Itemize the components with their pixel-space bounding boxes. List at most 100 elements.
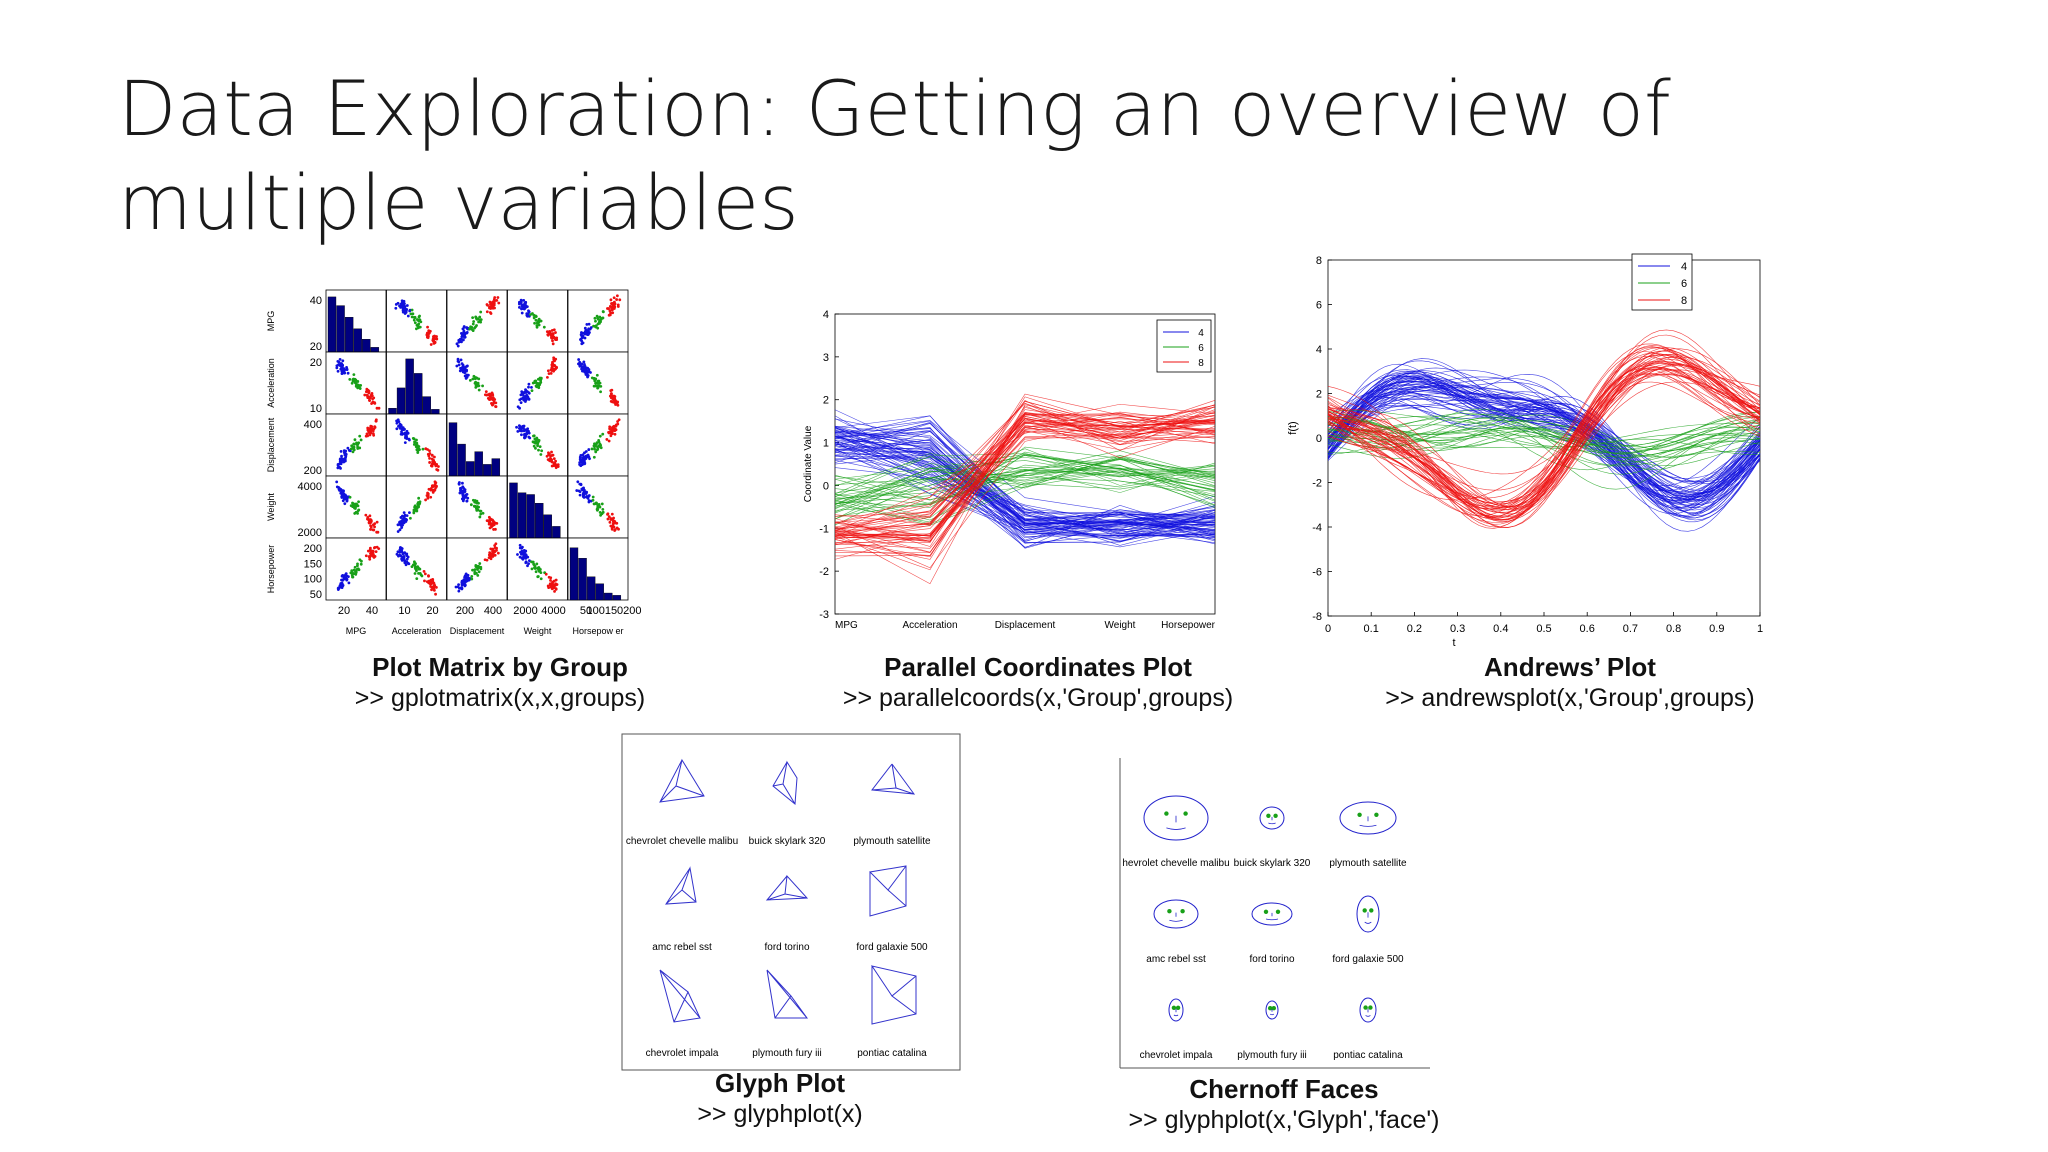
scatter-point (336, 464, 340, 467)
scatter-point (402, 304, 406, 308)
scatter-point (461, 338, 465, 342)
scatter-point (609, 430, 612, 434)
andrews-title: Andrews’ Plot (1484, 652, 1656, 682)
scatter-point (396, 523, 400, 527)
series-line (834, 432, 1216, 527)
scatter-point (554, 578, 558, 582)
scatter-point (463, 574, 467, 578)
scatter-point (582, 360, 586, 364)
scatter-point (596, 386, 600, 389)
scatter-point (536, 442, 540, 446)
scatter-point (525, 313, 529, 317)
scatter-point (399, 305, 403, 308)
scatter-point (523, 549, 527, 553)
scatter-point (363, 393, 367, 397)
scatter-point (408, 511, 411, 515)
scatter-point (542, 325, 546, 329)
scatter-point (415, 438, 418, 442)
scatter-point (580, 362, 584, 366)
chernoff-figure: hevrolet chevelle malibu buick skylark 32… (1119, 758, 1430, 1069)
scatter-point (546, 376, 549, 379)
scatter-point (431, 460, 435, 463)
scatter-point (351, 505, 355, 508)
scatter-point (399, 432, 403, 436)
scatter-point (404, 431, 408, 435)
scatter-point (460, 583, 464, 587)
scatter-point (549, 576, 553, 580)
series-line (834, 455, 1216, 489)
scatter-point (478, 565, 482, 569)
scatter-point (516, 405, 520, 409)
series-curve (1327, 373, 1761, 518)
y-tick-label: -6 (1312, 567, 1322, 579)
scatter-point (475, 317, 479, 321)
scatter-point (425, 580, 429, 584)
scatter-point (465, 499, 469, 503)
scatter-point (478, 315, 482, 319)
scatter-point (616, 422, 620, 426)
histogram-bar (552, 526, 561, 539)
scatter-point (614, 403, 617, 406)
scatter-point (343, 452, 347, 456)
scatter-point (587, 322, 591, 326)
scatter-point (425, 494, 429, 497)
histogram-bar (509, 482, 518, 539)
scatter-point (430, 457, 434, 461)
scatter-point (608, 313, 612, 317)
scatter-point (462, 491, 465, 494)
scatter-point (597, 438, 601, 442)
scatter-point (554, 466, 558, 470)
face-outline (1359, 997, 1377, 1023)
scatter-point (470, 574, 474, 578)
scatter-point (515, 425, 518, 429)
scatter-point (596, 322, 600, 326)
plot-matrix-title: Plot Matrix by Group (372, 652, 628, 682)
scatter-point (478, 509, 482, 513)
scatter-point (478, 515, 482, 519)
scatter-point (478, 562, 482, 565)
scatter-point (374, 550, 378, 554)
scatter-point (424, 447, 428, 451)
scatter-point (530, 389, 534, 393)
scatter-point (473, 504, 476, 508)
scatter-point (376, 530, 380, 534)
scatter-point (481, 384, 484, 388)
scatter-point (460, 362, 464, 366)
scatter-point (358, 386, 361, 390)
face-label: pontiac catalina (1333, 1050, 1403, 1061)
scatter-point (475, 501, 478, 505)
scatter-point (353, 565, 357, 569)
scatter-point (520, 304, 524, 308)
scatter-point (537, 385, 541, 388)
scatter-point (374, 419, 378, 423)
series-curve (1327, 356, 1761, 528)
scatter-point (538, 445, 542, 449)
scatter-point (520, 546, 524, 550)
scatter-point (617, 527, 620, 531)
scatter-point (358, 434, 362, 438)
x-tick-label: 2000 (513, 605, 537, 617)
x-tick-label: 20 (426, 605, 438, 617)
face-mouth (1269, 1013, 1275, 1016)
series-curve (1327, 388, 1761, 486)
scatter-point (539, 453, 543, 456)
scatter-point (474, 563, 478, 567)
scatter-point (353, 438, 357, 442)
scatter-point (457, 340, 461, 344)
scatter-point (529, 313, 532, 316)
scatter-point (431, 490, 435, 494)
face-label: hevrolet chevelle malibu (1122, 858, 1229, 869)
legend-label: 4 (1198, 328, 1204, 339)
scatter-point (398, 422, 402, 426)
scatter-point (369, 427, 372, 430)
scatter-point (356, 447, 360, 450)
scatter-point (396, 530, 400, 533)
series-line (834, 416, 1216, 560)
scatter-point (402, 299, 406, 303)
y-tick-label: 8 (1316, 255, 1322, 267)
series-curve (1327, 346, 1761, 520)
scatter-point (585, 370, 589, 374)
scatter-point (470, 577, 474, 581)
scatter-point (527, 310, 531, 314)
